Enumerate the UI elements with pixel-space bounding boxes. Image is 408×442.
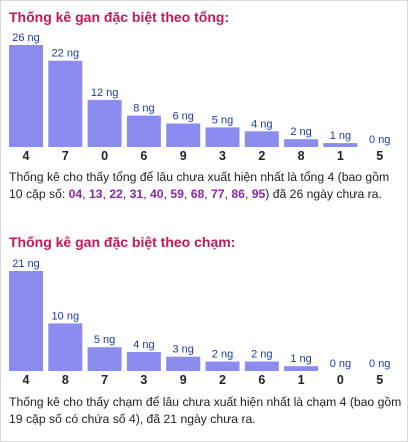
bar-value-label: 2 ng [212,349,233,361]
bar [205,361,240,371]
category-label: 6 [140,149,147,163]
pair-number: 86 [231,187,245,201]
pairs-list: 04, 13, 22, 31, 40, 59, 68, 77, 86, 95 [68,187,266,201]
bar [48,323,83,371]
chart-description-tong: Thống kê cho thấy tổng để lâu chưa xuất … [9,169,403,203]
category-label: 0 [101,149,108,163]
bar [244,131,279,147]
bar [284,139,319,147]
category-label: 5 [376,149,383,163]
category-label: 2 [258,149,265,163]
chart-title-tong: Thống kê gan đặc biệt theo tổng: [9,9,230,25]
category-label: 8 [62,373,69,387]
category-label: 6 [258,373,265,387]
bar-value-label: 8 ng [133,103,154,115]
description-intro: Thống kê cho thấy tổng để lâu chưa xuất … [9,170,390,201]
bar [87,99,122,147]
category-label: 9 [180,149,187,163]
bar [284,366,319,371]
bar [323,143,358,147]
bar [48,60,83,148]
pair-number: 22 [109,187,123,201]
bar-value-label: 22 ng [52,48,80,60]
bar [87,347,122,371]
bar [166,123,201,147]
bar-value-label: 2 ng [290,126,311,138]
category-label: 1 [298,373,305,387]
bar-value-label: 26 ng [12,32,40,44]
bar [126,352,161,371]
pair-number: 95 [251,187,266,201]
description-outro: ) đã 26 ngày chưa ra. [265,187,382,201]
category-label: 4 [23,373,30,387]
category-label: 1 [337,149,344,163]
pair-number: 13 [88,187,103,201]
bar-value-label: 5 ng [212,114,233,126]
bar-value-label: 1 ng [290,353,311,365]
category-label: 7 [62,149,69,163]
category-label: 7 [101,373,108,387]
bar-value-label: 0 ng [369,358,390,370]
bar [126,115,161,147]
bar [9,271,43,371]
bar-value-label: 4 ng [133,339,154,351]
category-label: 3 [140,373,147,387]
bar [205,127,240,147]
bar-value-label: 5 ng [94,334,115,346]
category-label: 4 [23,149,30,163]
bar-value-label: 4 ng [251,118,272,130]
bar-value-label: 21 ng [12,258,40,270]
bar-value-label: 2 ng [251,349,272,361]
bar-value-label: 12 ng [91,87,119,99]
bar-value-label: 6 ng [172,111,193,123]
category-label: 8 [298,149,305,163]
bar-value-label: 3 ng [172,344,193,356]
bar-value-label: 0 ng [369,134,390,146]
chart-title-cham: Thống kê gan đặc biệt theo chạm: [9,234,236,250]
bar-value-label: 10 ng [52,310,80,322]
bar [166,356,201,371]
pair-number: 04 [68,187,83,201]
bar-value-label: 0 ng [330,358,351,370]
pair-number: 59 [170,187,184,201]
pair-number: 40 [150,187,164,201]
category-label: 0 [337,373,344,387]
bar [9,45,43,147]
bar-value-label: 1 ng [330,130,351,142]
chart-description-cham: Thống kê cho thấy chạm để lâu chưa xuất … [9,395,402,426]
category-label: 3 [219,149,226,163]
pair-number: 77 [211,187,225,201]
pair-number: 31 [129,187,144,201]
category-label: 9 [180,373,187,387]
bar [244,361,279,371]
category-label: 2 [219,373,226,387]
pair-number: 68 [190,187,205,201]
category-label: 5 [376,373,383,387]
